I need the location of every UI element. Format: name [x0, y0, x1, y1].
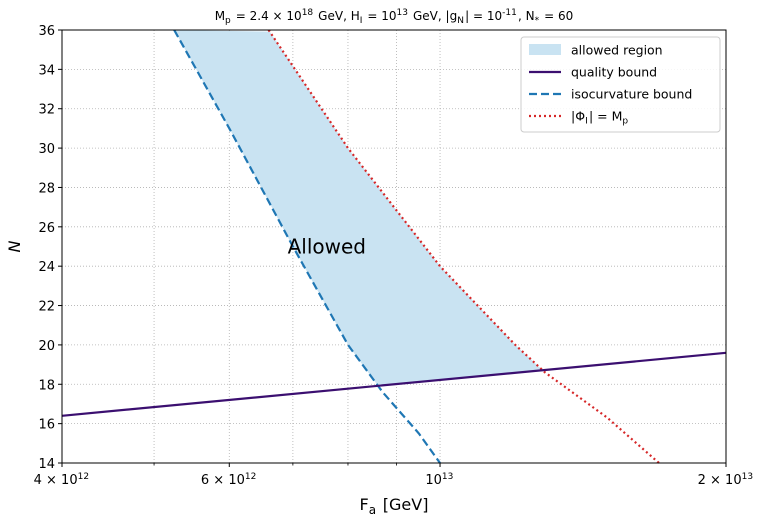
allowed-region	[174, 30, 543, 386]
y-tick-label: 16	[38, 418, 55, 433]
phi-mp-line	[267, 29, 660, 464]
x-tick-label: 1013	[425, 472, 454, 488]
isocurvature-bound-line	[173, 29, 441, 464]
y-tick-label: 14	[38, 457, 55, 472]
legend-swatch-allowed	[529, 44, 561, 55]
x-tick-label: 2 × 1013	[698, 472, 755, 488]
y-tick-label: 20	[38, 339, 55, 354]
legend-label: |ΦI | = Mp	[571, 109, 629, 127]
y-tick-label: 30	[38, 142, 55, 157]
y-tick-label: 24	[38, 260, 55, 275]
y-tick-label: 26	[38, 221, 55, 236]
quality-bound-line	[61, 351, 727, 417]
legend-box	[520, 36, 721, 133]
x-axis-label: Fa [GeV]	[360, 495, 429, 517]
legend-label: allowed region	[571, 43, 663, 58]
y-tick-label: 36	[38, 24, 55, 39]
legend-label: quality bound	[571, 65, 657, 80]
chart-title: Mp = 2.4 × 1018 GeV, HI = 1013 GeV, |gN …	[215, 8, 574, 26]
x-tick-label: 6 × 1012	[201, 472, 258, 488]
plot-frame	[61, 29, 727, 464]
y-tick-label: 32	[38, 103, 55, 118]
y-tick-label: 22	[38, 300, 55, 315]
legend-label: isocurvature bound	[571, 87, 692, 102]
x-tick-label: 4 × 1012	[34, 472, 91, 488]
y-tick-label: 18	[38, 378, 55, 393]
allowed-annotation: Allowed	[288, 235, 366, 259]
y-tick-label: 34	[38, 63, 55, 78]
y-axis-label: N	[5, 240, 24, 252]
y-tick-label: 28	[38, 181, 55, 196]
